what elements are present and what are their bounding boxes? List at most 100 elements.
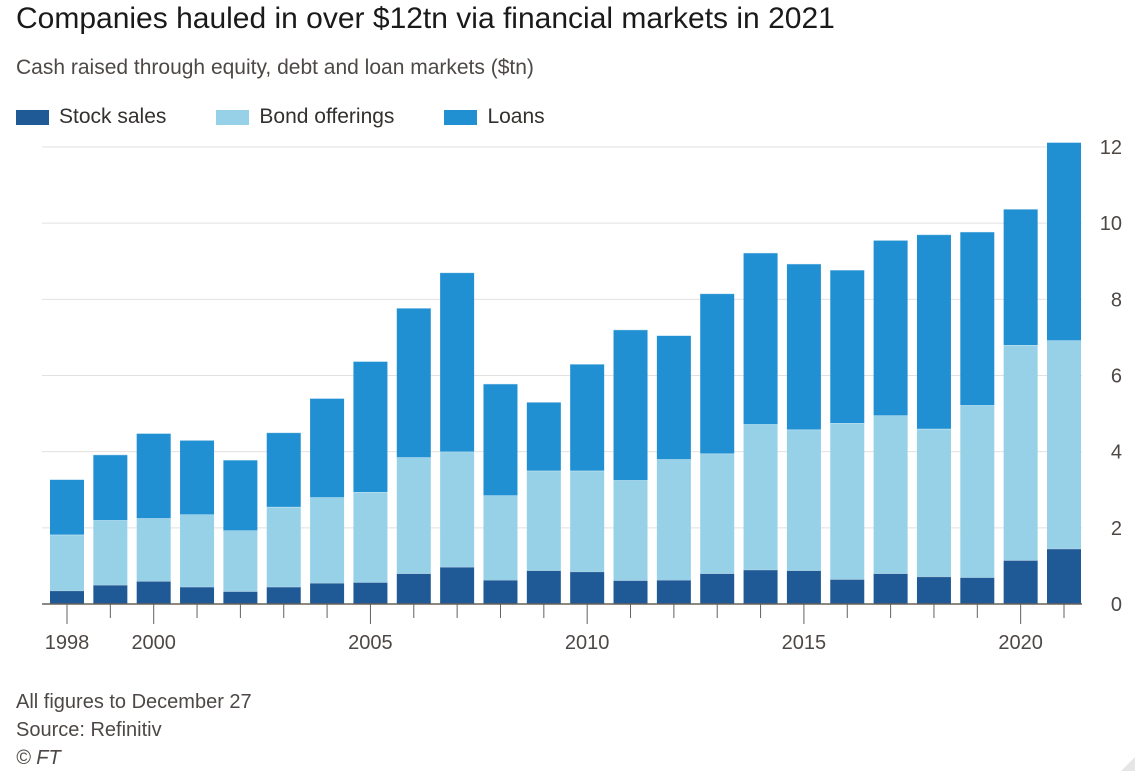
- bar-loans: [50, 479, 84, 535]
- x-tick-label: 2005: [348, 632, 393, 654]
- bar-stock-sales: [960, 577, 995, 604]
- bar-stock-sales: [570, 571, 605, 604]
- bar-stock-sales: [440, 567, 475, 604]
- bar-loans: [1003, 209, 1038, 346]
- legend-label-loans: Loans: [487, 105, 545, 128]
- bar-bond-offerings: [613, 480, 648, 581]
- bar-stock-sales: [1047, 548, 1081, 604]
- bar-loans: [223, 460, 258, 531]
- bar-stock-sales: [223, 591, 258, 604]
- bar-bond-offerings: [700, 453, 735, 574]
- bar-loans: [960, 231, 995, 406]
- y-tick-label: 12: [1100, 137, 1122, 159]
- bar-bond-offerings: [526, 470, 561, 571]
- bar-loans: [873, 240, 908, 416]
- bar-bond-offerings: [93, 520, 128, 585]
- y-tick-label: 8: [1111, 289, 1122, 311]
- bar-loans: [396, 308, 431, 458]
- bar-stock-sales: [396, 573, 431, 604]
- legend-label-bond-offerings: Bond offerings: [259, 105, 395, 128]
- y-tick-label: 0: [1111, 594, 1122, 616]
- legend-swatch-loans: [444, 109, 478, 125]
- bar-loans: [786, 263, 821, 430]
- source-note: Source: Refinitiv: [16, 719, 162, 741]
- bar-loans: [830, 270, 865, 424]
- bar-loans: [93, 454, 128, 521]
- bar-loans: [526, 402, 561, 471]
- bar-bond-offerings: [830, 423, 865, 580]
- legend-swatch-stock-sales: [16, 109, 49, 125]
- bar-stock-sales: [830, 579, 865, 604]
- bar-stock-sales: [93, 584, 128, 604]
- bar-loans: [700, 293, 735, 454]
- bar-loans: [613, 329, 648, 481]
- bar-stock-sales: [526, 570, 561, 604]
- bar-stock-sales: [743, 569, 778, 604]
- resize-corner-icon: [1121, 757, 1135, 771]
- bar-stock-sales: [916, 576, 951, 604]
- copyright-note: © FT: [16, 747, 61, 769]
- bar-stock-sales: [656, 580, 691, 604]
- bar-bond-offerings: [960, 405, 995, 578]
- bar-bond-offerings: [1047, 340, 1081, 549]
- legend-item-bond-offerings: Bond offerings: [216, 105, 394, 129]
- bar-bond-offerings: [873, 415, 908, 574]
- chart-title: Companies hauled in over $12tn via finan…: [16, 2, 835, 35]
- bar-bond-offerings: [223, 530, 258, 592]
- bar-bond-offerings: [916, 428, 951, 577]
- legend-item-loans: Loans: [444, 105, 545, 129]
- bar-loans: [656, 335, 691, 460]
- bar-loans: [1047, 142, 1081, 341]
- bar-stock-sales: [136, 581, 171, 604]
- bar-bond-offerings: [440, 451, 475, 568]
- legend-label-stock-sales: Stock sales: [59, 105, 167, 128]
- bar-stock-sales: [310, 583, 345, 604]
- x-tick-label: 2015: [782, 632, 827, 654]
- legend-swatch-bond-offerings: [216, 109, 250, 125]
- bar-bond-offerings: [266, 506, 301, 587]
- bar-stock-sales: [180, 586, 215, 604]
- bar-loans: [353, 361, 388, 493]
- bar-stock-sales: [700, 573, 735, 604]
- y-tick-label: 6: [1111, 366, 1122, 388]
- chart-legend: Stock sales Bond offerings Loans: [16, 104, 595, 130]
- bar-stock-sales: [613, 580, 648, 604]
- bar-bond-offerings: [1003, 345, 1038, 561]
- bar-stock-sales: [873, 573, 908, 604]
- legend-item-stock-sales: Stock sales: [16, 105, 166, 129]
- bar-stock-sales: [483, 580, 518, 604]
- footnote: All figures to December 27: [16, 691, 252, 713]
- bar-loans: [136, 433, 171, 519]
- bar-stock-sales: [786, 570, 821, 604]
- x-tick-label: 2020: [998, 632, 1043, 654]
- bar-stock-sales: [353, 582, 388, 604]
- bar-bond-offerings: [136, 518, 171, 582]
- x-tick-label: 1998: [45, 632, 90, 654]
- bar-loans: [310, 398, 345, 498]
- bar-loans: [440, 272, 475, 452]
- bar-loans: [743, 252, 778, 425]
- bar-stock-sales: [50, 590, 84, 604]
- bar-bond-offerings: [483, 495, 518, 581]
- bar-bond-offerings: [310, 497, 345, 584]
- bar-bond-offerings: [396, 457, 431, 574]
- bar-bond-offerings: [743, 424, 778, 570]
- bar-loans: [916, 234, 951, 429]
- bar-loans: [483, 383, 518, 496]
- bar-stock-sales: [1003, 560, 1038, 604]
- bar-bond-offerings: [50, 534, 84, 591]
- bar-bond-offerings: [353, 492, 388, 583]
- bar-loans: [180, 440, 215, 515]
- bar-bond-offerings: [570, 470, 605, 572]
- bar-bond-offerings: [656, 459, 691, 581]
- y-tick-label: 10: [1100, 213, 1122, 235]
- bar-loans: [266, 432, 301, 507]
- y-tick-label: 2: [1111, 518, 1122, 540]
- y-tick-label: 4: [1111, 442, 1122, 464]
- x-tick-label: 2010: [565, 632, 610, 654]
- bar-stock-sales: [266, 586, 301, 604]
- bar-bond-offerings: [180, 514, 215, 587]
- chart-footer: All figures to December 27 Source: Refin…: [16, 688, 252, 772]
- bar-bond-offerings: [786, 429, 821, 571]
